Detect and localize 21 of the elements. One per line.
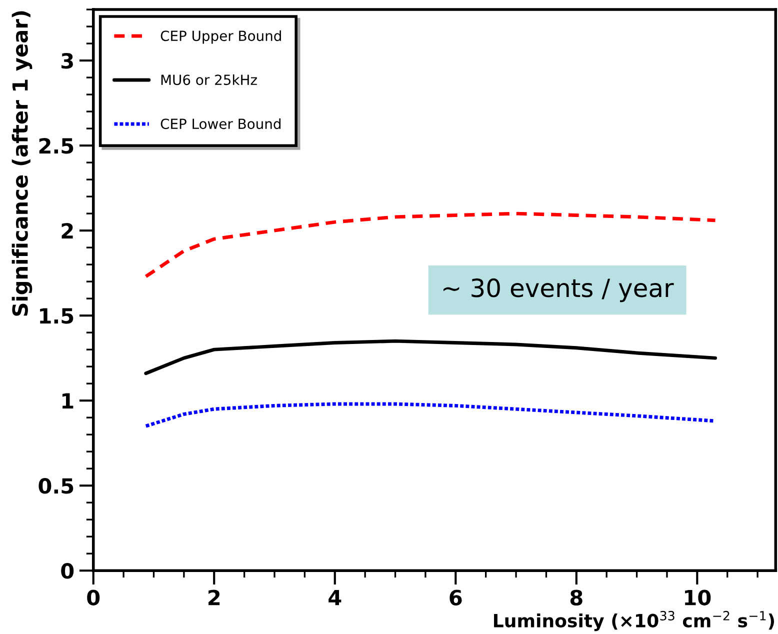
legend-label: MU6 or 25kHz (161, 74, 257, 86)
y-tick-label: 1 (62, 393, 74, 408)
line-series (144, 339, 718, 376)
line-series (144, 212, 718, 278)
x-tick-label: 0 (87, 590, 100, 606)
x-tick-label: 4 (328, 590, 342, 606)
x-tick-label: 6 (450, 590, 462, 606)
y-tick-label: 0 (61, 563, 74, 579)
y-tick-label: 2.5 (39, 138, 74, 154)
y-tick-label: 2 (62, 223, 73, 238)
x-tick-label: 2 (208, 590, 220, 606)
y-axis-title: Significance (after 1 year) (12, 11, 32, 316)
x-axis-title: Luminosity (×10$^{33}$ cm$^{−2}$ s$^{−1}$) (494, 610, 774, 632)
legend-label: CEP Upper Bound (160, 30, 281, 44)
legend-label: CEP Lower Bound (160, 118, 280, 130)
annotation: ~ 30 events / year (443, 278, 674, 302)
y-tick-label: 1.5 (40, 308, 74, 324)
y-tick-label: 0.5 (38, 478, 74, 494)
y-tick-label: 3 (62, 52, 73, 69)
x-tick-label: 8 (570, 590, 582, 606)
x-tick-label: 10 (685, 590, 711, 606)
